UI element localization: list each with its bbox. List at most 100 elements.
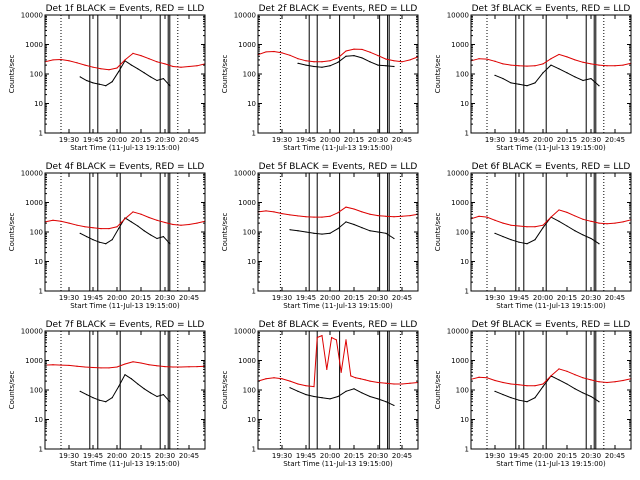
x-tick-label: 20:00 <box>320 294 340 302</box>
y-tick-label: 1 <box>39 446 43 454</box>
series-events-point <box>313 65 315 68</box>
series-lld-point <box>297 58 299 60</box>
series-lld-point <box>52 364 54 366</box>
series-lld-point <box>590 63 592 65</box>
plot-frame <box>44 14 206 134</box>
x-tick-label: 19:30 <box>59 136 79 144</box>
series-events-point <box>92 82 94 84</box>
series-events-point <box>329 398 331 400</box>
series-lld-point <box>486 377 488 379</box>
series-lld-point <box>326 368 328 370</box>
series-lld-point <box>582 61 584 63</box>
series-lld-point <box>76 224 78 226</box>
x-tick-label: 20:15 <box>131 294 151 302</box>
series-events-point <box>526 85 528 87</box>
series-lld-point <box>196 65 198 67</box>
chart-panel-5: Det 5f BLACK = Events, RED = LLD 1 10 100 10… <box>221 162 419 310</box>
y-axis-label: Counts/sec <box>434 371 442 410</box>
series-lld-point <box>92 227 94 229</box>
series-events-point <box>111 81 113 83</box>
series-events-point <box>98 399 100 401</box>
series-lld-point <box>542 224 544 226</box>
y-tick-label: 10000 <box>234 170 256 178</box>
series-lld-point <box>385 215 387 217</box>
series-events-point <box>105 243 107 245</box>
series-lld-point <box>353 48 355 50</box>
series-events-point <box>353 223 355 226</box>
y-tick-label: 10 <box>247 416 256 424</box>
chart-title: Det 2f BLACK = Events, RED = LLD <box>259 4 418 14</box>
series-events-point <box>162 393 164 396</box>
series-events-point <box>558 68 560 70</box>
series-lld-point <box>116 366 118 368</box>
x-tick-label: 20:45 <box>605 294 625 302</box>
series-events-point <box>118 386 120 388</box>
series-lld-point <box>148 216 150 219</box>
x-tick-label: 20:15 <box>344 294 364 302</box>
x-tick-label: 20:15 <box>557 136 577 144</box>
series-lld-point <box>164 366 166 368</box>
series-events-point <box>337 61 339 63</box>
y-tick-label: 1000 <box>451 199 469 207</box>
y-tick-label: 10 <box>247 258 256 266</box>
x-tick-label: 20:30 <box>368 452 388 460</box>
plot-frame <box>470 14 632 134</box>
series-events-point <box>502 235 504 238</box>
y-tick-label: 100 <box>243 71 256 79</box>
series-events-point <box>393 404 395 407</box>
y-tick-label: 1 <box>465 288 469 296</box>
series-events-point <box>143 230 145 232</box>
chart-panel-9: Det 9f BLACK = Events, RED = LLD 1 10 100 10… <box>434 320 632 468</box>
series-lld-point <box>494 60 496 62</box>
series-lld-point <box>364 379 366 381</box>
y-tick-label: 100 <box>30 387 43 395</box>
series-lld-point <box>550 216 552 218</box>
x-tick-label: 19:45 <box>83 294 103 302</box>
x-tick-label: 19:30 <box>485 294 505 302</box>
x-axis-label: Start Time (11-Jul-13 19:15:00) <box>496 144 606 152</box>
y-tick-label: 10000 <box>21 12 43 20</box>
series-lld-point <box>478 215 480 217</box>
y-tick-label: 100 <box>456 387 469 395</box>
series-lld-point <box>401 383 403 385</box>
series-events-point <box>558 379 560 381</box>
series-events-point <box>510 397 512 399</box>
series-lld-point <box>550 58 552 60</box>
series-lld-point <box>345 339 347 341</box>
series-events-point <box>79 232 81 234</box>
series-events-point <box>582 79 584 82</box>
x-axis-label: Start Time (11-Jul-13 19:15:00) <box>496 460 606 468</box>
series-lld-point <box>92 366 94 369</box>
series-events-point <box>118 228 120 230</box>
x-tick-label: 20:00 <box>107 294 127 302</box>
series-events-point <box>313 232 315 234</box>
x-tick-label: 20:15 <box>557 452 577 460</box>
chart-panel-6: Det 6f BLACK = Events, RED = LLD 1 10 100 10… <box>434 162 632 310</box>
x-axis-label: Start Time (11-Jul-13 19:15:00) <box>283 144 393 152</box>
series-lld-point <box>60 58 62 61</box>
series-events-point <box>321 397 323 399</box>
series-events-point <box>385 65 387 67</box>
y-axis-label: Counts/sec <box>221 371 229 410</box>
series-lld-point <box>566 56 568 58</box>
series-lld-point <box>518 384 520 386</box>
chart-panel-1: Det 1f BLACK = Events, RED = LLD 1 10 100 10… <box>8 4 206 152</box>
series-lld-point <box>486 58 488 60</box>
series-lld-point <box>321 334 323 337</box>
series-lld-point <box>361 48 363 51</box>
series-events-point <box>86 393 88 396</box>
series-events-point <box>79 390 81 392</box>
x-tick-label: 20:30 <box>155 294 175 302</box>
series-lld-point <box>369 51 371 53</box>
series-lld-point <box>60 220 62 222</box>
series-events-line <box>494 64 600 87</box>
series-events-point <box>150 234 152 236</box>
series-lld-point <box>116 67 118 69</box>
x-axis-label: Start Time (11-Jul-13 19:15:00) <box>70 302 180 310</box>
series-lld-point <box>84 64 86 66</box>
series-events-line <box>79 373 171 403</box>
series-lld-point <box>313 386 315 388</box>
x-tick-label: 20:45 <box>605 452 625 460</box>
series-events-point <box>105 85 107 87</box>
series-lld-point <box>598 222 600 224</box>
